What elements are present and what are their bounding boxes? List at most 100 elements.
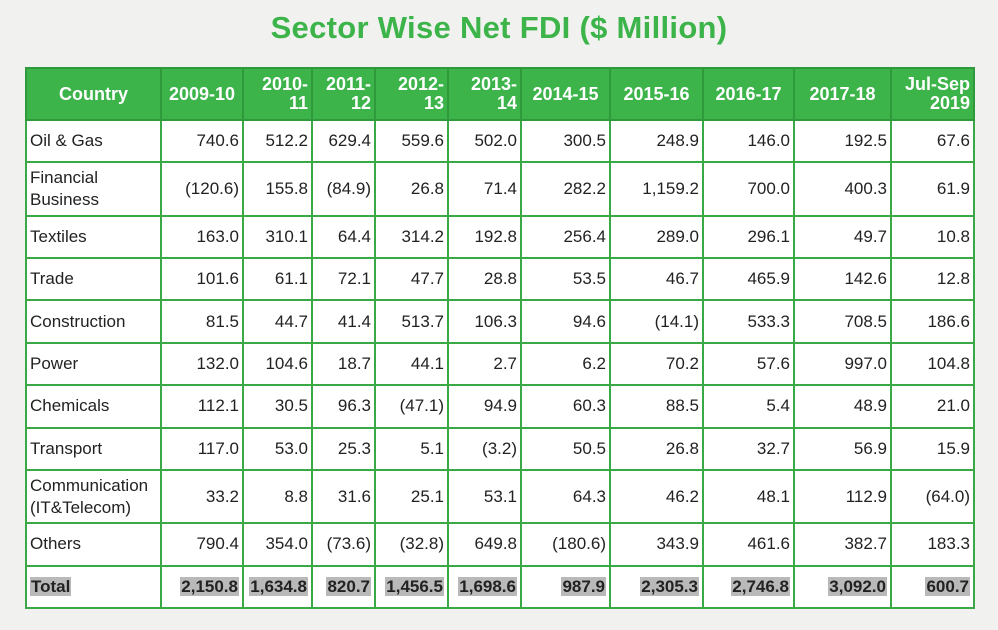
- table-cell: 282.2: [520, 161, 611, 217]
- table-cell: 61.9: [890, 161, 975, 217]
- row-label-text: Power: [30, 353, 79, 373]
- column-header-text: 12: [350, 93, 371, 113]
- column-header-country: Country: [25, 67, 162, 121]
- row-label: Construction: [25, 299, 162, 344]
- table-cell: 5.1: [374, 426, 449, 471]
- row-label-text: (IT&Telecom): [30, 497, 132, 517]
- table-cell: 343.9: [609, 522, 704, 567]
- table-cell: 289.0: [609, 214, 704, 260]
- total-cell: 2,746.8: [702, 564, 795, 610]
- table-cell: 461.6: [702, 522, 795, 567]
- header-row: Country 2009-10 2010- 11 2011- 12 2012- 13 2013-…: [25, 67, 975, 121]
- table-cell: 44.1: [374, 341, 449, 387]
- total-row: Total 2,150.8 1,634.8 820.7 1,456.5 1,698.6 98…: [25, 564, 975, 610]
- table-cell: 112.9: [793, 468, 892, 525]
- column-header-text: 2014-15: [532, 83, 599, 104]
- row-label: Power: [25, 341, 162, 387]
- table-cell: 192.8: [447, 214, 522, 260]
- fdi-table: Country 2009-10 2010- 11 2011- 12 2012- 13 2013-…: [25, 67, 975, 610]
- table-cell: 53.5: [520, 257, 611, 302]
- table-cell: 314.2: [374, 214, 449, 260]
- table-row: Financial Business (120.6) 155.8 (84.9) 26.8 7…: [25, 161, 975, 217]
- table-cell: 61.1: [242, 257, 313, 302]
- table-cell: 46.7: [609, 257, 704, 302]
- table-cell: 49.7: [793, 214, 892, 260]
- table-cell: (73.6): [311, 522, 376, 567]
- table-row: Chemicals 112.1 30.5 96.3 (47.1) 94.9 60.3 88.5…: [25, 384, 975, 429]
- column-header-text: 13: [423, 93, 444, 113]
- table-cell: 46.2: [609, 468, 704, 525]
- column-header-2010-11: 2010- 11: [242, 67, 313, 121]
- table-cell: 96.3: [311, 384, 376, 429]
- table-cell: (3.2): [447, 426, 522, 471]
- row-label: Trade: [25, 257, 162, 302]
- table-cell: 10.8: [890, 214, 975, 260]
- total-cell: 2,150.8: [160, 564, 244, 610]
- table-cell: 700.0: [702, 161, 795, 217]
- table-cell: 6.2: [520, 341, 611, 387]
- table-cell: 112.1: [160, 384, 244, 429]
- column-header-2014-15: 2014-15: [520, 67, 611, 121]
- table-cell: 708.5: [793, 299, 892, 344]
- table-cell: 740.6: [160, 118, 244, 164]
- column-header-text: Country: [59, 83, 128, 104]
- table-row: Communication (IT&Telecom) 33.2 8.8 31.6 25.1…: [25, 468, 975, 525]
- total-value: 1,698.6: [458, 576, 517, 596]
- column-header-text: Jul-Sep: [904, 74, 970, 94]
- table-cell: 400.3: [793, 161, 892, 217]
- table-cell: 81.5: [160, 299, 244, 344]
- table-cell: 53.1: [447, 468, 522, 525]
- table-body: Oil & Gas 740.6 512.2 629.4 559.6 502.0 300.5 2…: [25, 118, 975, 610]
- column-header-text: 2019: [929, 93, 970, 113]
- table-header: Country 2009-10 2010- 11 2011- 12 2012- 13 2013-…: [25, 67, 975, 121]
- table-row: Trade 101.6 61.1 72.1 47.7 28.8 53.5 46.7 465.9 1…: [25, 257, 975, 302]
- table-cell: 186.6: [890, 299, 975, 344]
- total-cell: 1,698.6: [447, 564, 522, 610]
- table-cell: 502.0: [447, 118, 522, 164]
- table-cell: 559.6: [374, 118, 449, 164]
- table-cell: 117.0: [160, 426, 244, 471]
- table-cell: 67.6: [890, 118, 975, 164]
- total-cell: 820.7: [311, 564, 376, 610]
- total-value: 2,746.8: [731, 576, 790, 596]
- table-cell: 94.9: [447, 384, 522, 429]
- total-label: Total: [30, 576, 72, 596]
- table-cell: 629.4: [311, 118, 376, 164]
- row-label-text: Oil & Gas: [30, 131, 103, 151]
- table-cell: (47.1): [374, 384, 449, 429]
- table-cell: (64.0): [890, 468, 975, 525]
- table-cell: 33.2: [160, 468, 244, 525]
- table-cell: 64.4: [311, 214, 376, 260]
- table-cell: 382.7: [793, 522, 892, 567]
- row-label-text: Chemicals: [30, 396, 110, 416]
- table-cell: 354.0: [242, 522, 313, 567]
- chart-title: Sector Wise Net FDI ($ Million): [270, 10, 728, 45]
- column-header-text: 2009-10: [168, 83, 236, 104]
- row-label: Transport: [25, 426, 162, 471]
- table-cell: 132.0: [160, 341, 244, 387]
- table-cell: 60.3: [520, 384, 611, 429]
- table-cell: 104.8: [890, 341, 975, 387]
- row-label: Communication (IT&Telecom): [25, 468, 162, 525]
- table-cell: 53.0: [242, 426, 313, 471]
- total-value: 2,305.3: [640, 576, 699, 596]
- total-cell: 600.7: [890, 564, 975, 610]
- table-cell: (84.9): [311, 161, 376, 217]
- row-label-text: Business: [30, 190, 99, 210]
- table-cell: 50.5: [520, 426, 611, 471]
- column-header-text: 2013-: [470, 74, 517, 94]
- row-label-text: Textiles: [30, 226, 87, 246]
- table-row: Others 790.4 354.0 (73.6) (32.8) 649.8 (180.6)…: [25, 522, 975, 567]
- table-cell: 64.3: [520, 468, 611, 525]
- total-value: 1,456.5: [385, 576, 444, 596]
- table-cell: 88.5: [609, 384, 704, 429]
- table-cell: 94.6: [520, 299, 611, 344]
- total-cell: 3,092.0: [793, 564, 892, 610]
- row-label: Textiles: [25, 214, 162, 260]
- row-label: Others: [25, 522, 162, 567]
- table-cell: 465.9: [702, 257, 795, 302]
- table-cell: 300.5: [520, 118, 611, 164]
- column-header-jul-sep-2019: Jul-Sep 2019: [890, 67, 975, 121]
- table-cell: 48.1: [702, 468, 795, 525]
- table-cell: 8.8: [242, 468, 313, 525]
